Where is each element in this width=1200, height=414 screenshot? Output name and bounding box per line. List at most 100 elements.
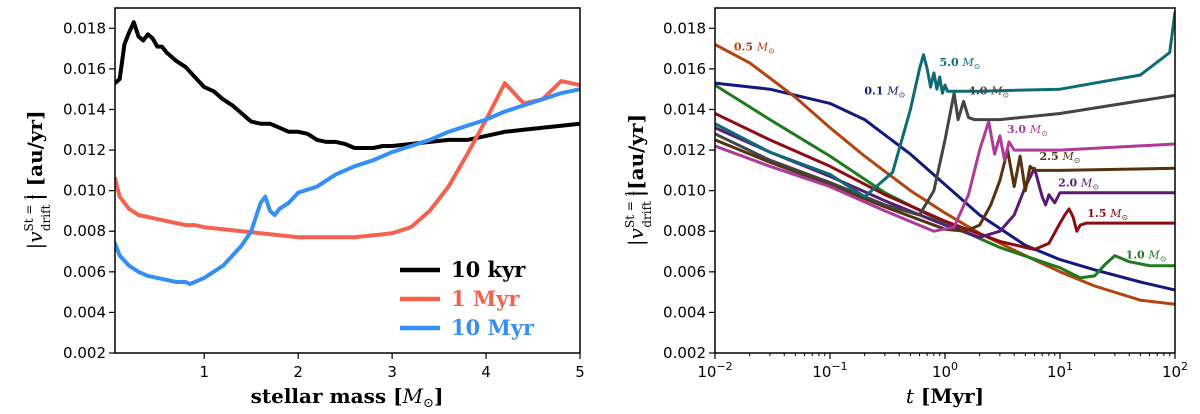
series-label-unit-subscript: ⊙ bbox=[1074, 156, 1081, 165]
right-series-line-5-0-m bbox=[715, 10, 1175, 199]
series-label-unit-subscript: ⊙ bbox=[1160, 255, 1167, 264]
series-label-unit: M bbox=[1148, 249, 1161, 262]
left-x-axis: 1 2 3 4 5 bbox=[199, 353, 585, 381]
right-xtick-exponent: −1 bbox=[831, 360, 847, 373]
series-label-unit: M bbox=[756, 41, 769, 54]
right-series-line-4-0-m bbox=[715, 91, 1175, 217]
series-label-value: 1.5 bbox=[1087, 207, 1110, 220]
right-series-label-1-0-m: 1.0 M⊙ bbox=[1126, 249, 1167, 264]
right-xtick-exponent: −2 bbox=[716, 360, 732, 373]
right-series-group bbox=[715, 10, 1175, 306]
right-series-label-0-5-m: 0.5 M⊙ bbox=[734, 41, 775, 56]
series-label-value: 4.0 bbox=[968, 84, 991, 97]
right-ytick-label: 0.010 bbox=[663, 182, 706, 200]
left-x-axis-title: stellar mass [M⊙] bbox=[251, 384, 444, 411]
left-ylabel-superscript: St = 1 bbox=[22, 193, 36, 231]
left-legend: 10 kyr 1 Myr 10 Myr bbox=[400, 257, 535, 340]
left-chart-panel: 0.002 0.004 0.006 0.008 0.010 0.012 0.014 0.016… bbox=[22, 7, 585, 411]
left-xtick-label: 5 bbox=[575, 363, 585, 381]
left-series-group bbox=[115, 20, 580, 286]
right-ytick-label: 0.014 bbox=[663, 100, 706, 118]
left-ytick-label: 0.012 bbox=[63, 141, 106, 159]
series-label-value: 3.0 bbox=[1007, 123, 1030, 136]
series-label-unit: M bbox=[1109, 207, 1122, 220]
right-series-line-3-0-m bbox=[715, 120, 1175, 233]
legend-label-10-myr: 10 Myr bbox=[451, 315, 535, 340]
right-xtick-exponent: 1 bbox=[1066, 360, 1073, 373]
left-ytick-label: 0.010 bbox=[63, 182, 106, 200]
right-xtick-base: 10 bbox=[1162, 363, 1181, 381]
right-xtick-label: 10−1 bbox=[812, 360, 847, 381]
left-ytick-label: 0.018 bbox=[63, 19, 106, 37]
right-series-line-1-5-m bbox=[715, 112, 1175, 251]
right-xtick-label: 101 bbox=[1047, 360, 1073, 381]
right-series-line-0-5-m bbox=[715, 43, 1175, 306]
right-series-line-2-0-m bbox=[715, 126, 1175, 239]
left-xtick-label: 1 bbox=[199, 363, 209, 381]
left-series-line-10-myr bbox=[115, 87, 580, 286]
series-label-value: 5.0 bbox=[940, 56, 963, 69]
right-series-line-2-5-m bbox=[715, 138, 1175, 233]
right-series-label-1-5-m: 1.5 M⊙ bbox=[1087, 207, 1128, 222]
left-y-axis: 0.002 0.004 0.006 0.008 0.010 0.012 0.014 0.016… bbox=[63, 19, 115, 362]
right-chart-panel: 0.002 0.004 0.006 0.008 0.010 0.012 0.014 0.016… bbox=[623, 7, 1188, 408]
series-label-unit: M bbox=[1080, 177, 1093, 190]
right-ylabel-main: |v bbox=[624, 227, 649, 246]
right-ytick-label: 0.002 bbox=[663, 344, 706, 362]
right-xlabel-text: [Myr] bbox=[914, 384, 984, 408]
right-ytick-label: 0.012 bbox=[663, 141, 706, 159]
left-ylabel-unit: | [au/yr] bbox=[23, 110, 47, 200]
left-xtick-label: 3 bbox=[387, 363, 397, 381]
right-ytick-label: 0.006 bbox=[663, 263, 706, 281]
series-label-unit-subscript: ⊙ bbox=[1092, 183, 1099, 192]
right-series-label-4-0-m: 4.0 M⊙ bbox=[968, 84, 1009, 99]
series-label-value: 1.0 bbox=[1126, 249, 1149, 262]
right-ytick-label: 0.004 bbox=[663, 303, 706, 321]
left-ytick-label: 0.016 bbox=[63, 60, 106, 78]
legend-label-1-myr: 1 Myr bbox=[451, 286, 520, 311]
right-ylabel-superscript: St = 1 bbox=[623, 190, 637, 228]
right-y-axis: 0.002 0.004 0.006 0.008 0.010 0.012 0.014 0.016… bbox=[663, 19, 715, 362]
series-label-unit: M bbox=[961, 56, 974, 69]
right-series-label-5-0-m: 5.0 M⊙ bbox=[940, 56, 981, 71]
left-ytick-label: 0.004 bbox=[63, 303, 106, 321]
left-plot-frame bbox=[114, 7, 581, 354]
series-label-value: 2.5 bbox=[1040, 150, 1063, 163]
series-label-unit-subscript: ⊙ bbox=[1002, 90, 1009, 99]
right-series-label-2-5-m: 2.5 M⊙ bbox=[1040, 150, 1081, 165]
right-x-axis: 10−2 10−1 100 101 102 bbox=[697, 353, 1188, 381]
series-label-value: 2.0 bbox=[1058, 177, 1081, 190]
right-xtick-exponent: 2 bbox=[1181, 360, 1188, 373]
right-series-labels: 0.1 M⊙0.5 M⊙1.0 M⊙1.5 M⊙2.0 M⊙2.5 M⊙3.0 … bbox=[734, 41, 1167, 264]
right-xtick-base: 10 bbox=[812, 363, 831, 381]
series-label-unit: M bbox=[990, 84, 1003, 97]
right-xtick-label: 10−2 bbox=[697, 360, 732, 381]
right-series-label-2-0-m: 2.0 M⊙ bbox=[1058, 177, 1099, 192]
right-ytick-label: 0.018 bbox=[663, 19, 706, 37]
series-label-unit: M bbox=[1029, 123, 1042, 136]
right-ytick-label: 0.008 bbox=[663, 222, 706, 240]
left-xlabel-bracket: ] bbox=[434, 384, 443, 408]
right-ytick-label: 0.016 bbox=[663, 60, 706, 78]
series-label-unit-subscript: ⊙ bbox=[1121, 213, 1128, 222]
legend-label-10-kyr: 10 kyr bbox=[451, 257, 526, 282]
series-label-unit: M bbox=[886, 84, 899, 97]
left-y-axis-title: |vSt = 1 drift | [au/yr] bbox=[22, 110, 53, 249]
left-series-line-10-kyr bbox=[115, 20, 580, 150]
right-series-line-0-1-m bbox=[715, 81, 1175, 292]
right-x-axis-title: t [Myr] bbox=[906, 384, 984, 408]
series-label-unit-subscript: ⊙ bbox=[899, 90, 906, 99]
left-ylabel-subscript: drift bbox=[39, 204, 53, 231]
right-xtick-base: 10 bbox=[697, 363, 716, 381]
right-xlabel-symbol: t bbox=[906, 384, 915, 408]
series-label-unit-subscript: ⊙ bbox=[768, 47, 775, 56]
series-label-unit-subscript: ⊙ bbox=[974, 62, 981, 71]
right-xtick-base: 10 bbox=[1047, 363, 1066, 381]
right-ylabel-unit: |[au/yr] bbox=[624, 114, 648, 197]
left-xlabel-symbol: M bbox=[402, 384, 424, 408]
series-label-unit-subscript: ⊙ bbox=[1041, 129, 1048, 138]
left-xtick-label: 2 bbox=[293, 363, 303, 381]
right-series-label-3-0-m: 3.0 M⊙ bbox=[1007, 123, 1048, 138]
right-xtick-base: 10 bbox=[932, 363, 951, 381]
